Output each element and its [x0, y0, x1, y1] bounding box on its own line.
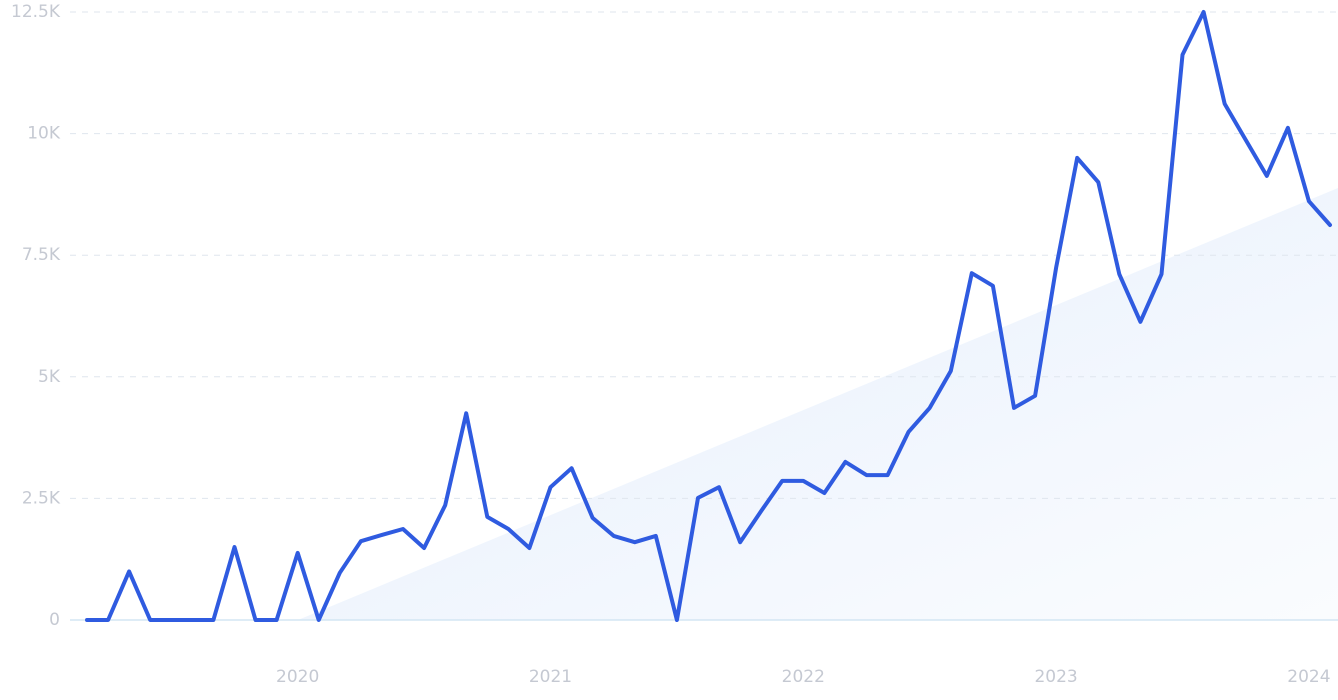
- x-tick-label: 2020: [276, 667, 319, 687]
- y-tick-label: 0: [49, 610, 60, 630]
- y-tick-label: 10K: [27, 124, 61, 144]
- y-tick-label: 2.5K: [22, 488, 61, 508]
- x-tick-label: 2022: [782, 667, 825, 687]
- x-tick-label: 2024: [1287, 667, 1330, 687]
- y-tick-label: 5K: [38, 367, 61, 387]
- x-tick-label: 2021: [529, 667, 572, 687]
- x-tick-label: 2023: [1034, 667, 1077, 687]
- trend-area: [298, 188, 1338, 620]
- y-tick-label: 12.5K: [11, 2, 61, 22]
- line-series: [85, 10, 1332, 622]
- y-tick-label: 7.5K: [22, 245, 61, 265]
